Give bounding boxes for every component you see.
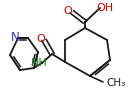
Text: O: O	[64, 6, 72, 16]
Text: OH: OH	[96, 3, 113, 13]
Text: NH: NH	[31, 58, 48, 68]
Text: N: N	[11, 31, 20, 44]
Text: O: O	[36, 34, 45, 44]
Text: CH₃: CH₃	[106, 78, 125, 88]
